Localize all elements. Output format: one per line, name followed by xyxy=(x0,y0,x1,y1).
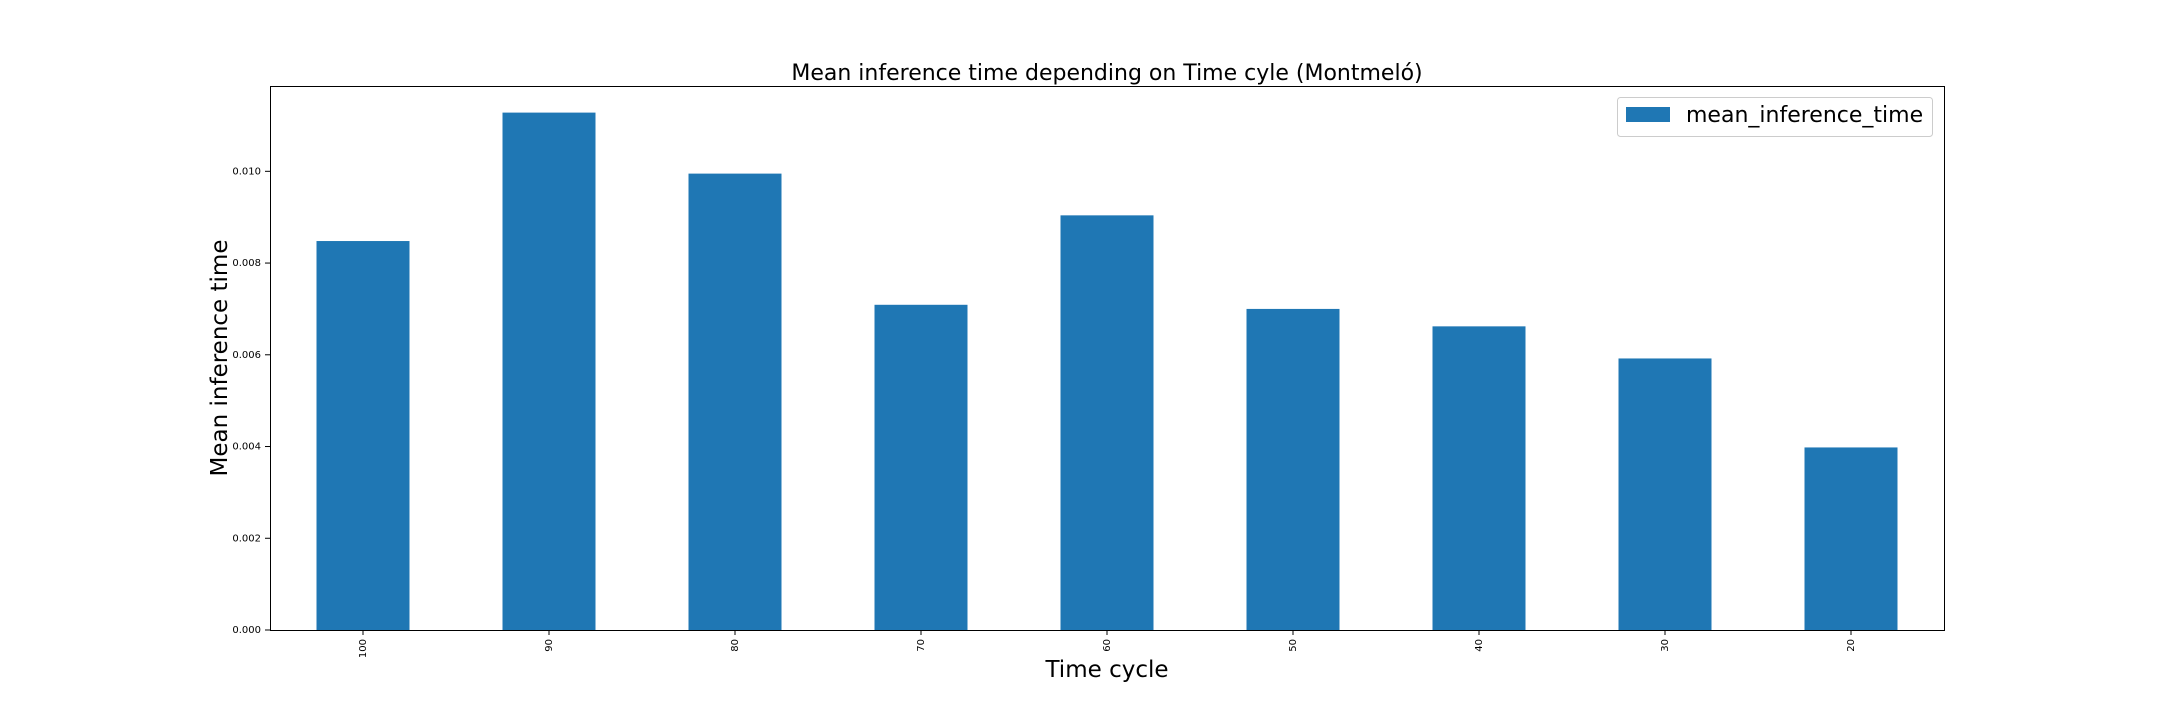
chart-title: Mean inference time depending on Time cy… xyxy=(791,61,1422,86)
x-axis-ticks: 100 90 80 70 60 50 40 30 20 xyxy=(358,630,1857,658)
bar-70 xyxy=(874,304,968,630)
y-tick-label: 0.000 xyxy=(232,625,261,636)
bars-group xyxy=(316,112,1898,631)
x-tick-label: 80 xyxy=(730,639,741,652)
x-tick-label: 90 xyxy=(544,639,555,652)
y-tick-label: 0.006 xyxy=(232,350,261,361)
x-tick-label: 40 xyxy=(1474,639,1485,652)
x-tick-label: 70 xyxy=(916,639,927,652)
bar-30 xyxy=(1618,358,1712,630)
legend-swatch xyxy=(1626,107,1670,122)
bar-100 xyxy=(316,241,410,631)
legend-label: mean_inference_time xyxy=(1686,103,1923,128)
x-tick-label: 100 xyxy=(358,639,369,658)
x-tick-label: 60 xyxy=(1102,639,1113,652)
bar-60 xyxy=(1060,215,1154,631)
plot-frame xyxy=(270,86,1945,631)
x-tick-label: 30 xyxy=(1660,639,1671,652)
legend-box xyxy=(1617,97,1933,137)
y-tick-label: 0.004 xyxy=(232,442,261,453)
bar-20 xyxy=(1804,447,1898,630)
bar-40 xyxy=(1432,326,1526,630)
y-tick-label: 0.008 xyxy=(232,258,261,269)
x-tick-label: 50 xyxy=(1288,639,1299,652)
x-axis-label: Time cycle xyxy=(1044,657,1168,683)
x-tick-label: 20 xyxy=(1846,639,1857,652)
y-tick-label: 0.010 xyxy=(232,166,261,177)
bar-90 xyxy=(502,112,596,631)
bar-50 xyxy=(1246,308,1340,630)
y-axis-label: Mean inference time xyxy=(207,240,233,477)
y-axis-ticks: 0.000 0.002 0.004 0.006 0.008 0.010 xyxy=(232,166,270,636)
bar-80 xyxy=(688,173,782,630)
y-tick-label: 0.002 xyxy=(232,533,261,544)
legend: mean_inference_time xyxy=(1617,97,1933,137)
